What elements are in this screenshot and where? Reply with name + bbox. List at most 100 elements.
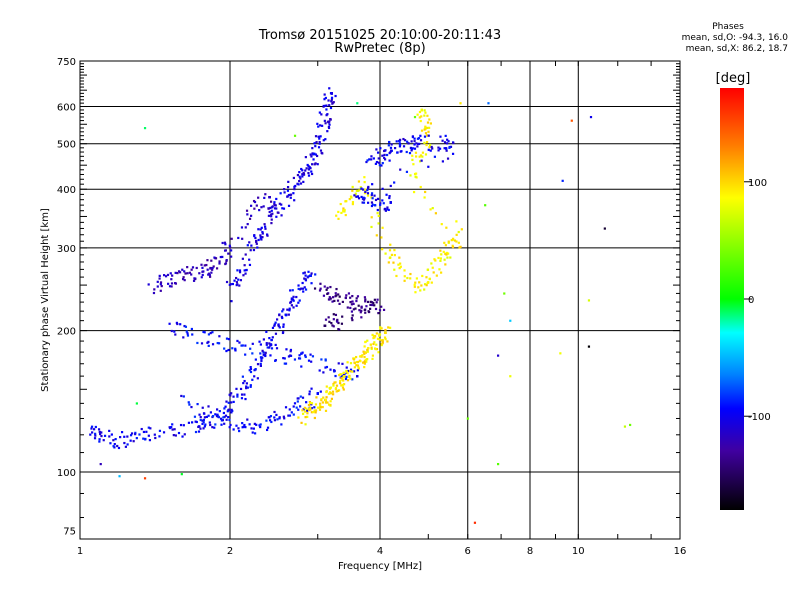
- data-point: [243, 393, 246, 396]
- data-point: [271, 212, 274, 215]
- data-point: [265, 343, 268, 346]
- data-point: [328, 123, 331, 126]
- data-point: [332, 313, 335, 316]
- data-point: [314, 409, 318, 412]
- data-point: [185, 330, 188, 333]
- data-point: [371, 183, 374, 186]
- data-point: [183, 433, 186, 436]
- data-point: [328, 386, 331, 390]
- data-point: [366, 192, 370, 195]
- data-point: [253, 375, 256, 378]
- data-point: [410, 140, 413, 143]
- data-point: [351, 185, 354, 189]
- data-point: [332, 101, 335, 104]
- data-point: [329, 400, 332, 403]
- data-point: [319, 406, 323, 409]
- data-point: [313, 287, 317, 290]
- data-point: [331, 296, 335, 299]
- data-point: [344, 296, 347, 300]
- data-point: [455, 220, 458, 223]
- data-point: [208, 421, 211, 424]
- data-point: [369, 300, 372, 303]
- data-point: [402, 137, 405, 141]
- data-point: [357, 197, 361, 200]
- data-point: [305, 401, 308, 404]
- data-point: [388, 249, 392, 252]
- data-point: [434, 212, 437, 215]
- data-point: [425, 284, 428, 287]
- data-point: [251, 342, 254, 345]
- data-point: [327, 99, 330, 102]
- data-point: [235, 276, 238, 280]
- data-point: [172, 434, 175, 437]
- data-point: [223, 241, 227, 244]
- data-point: [223, 422, 226, 425]
- data-point: [431, 207, 434, 210]
- data-point: [225, 400, 228, 403]
- data-point: [280, 315, 283, 318]
- data-point: [297, 183, 300, 186]
- data-point: [337, 321, 340, 325]
- data-point: [168, 426, 171, 429]
- data-point: [116, 444, 119, 448]
- data-point: [424, 190, 427, 194]
- data-point: [420, 159, 423, 162]
- data-point: [202, 421, 205, 424]
- data-point: [259, 234, 262, 237]
- data-point: [374, 162, 377, 165]
- data-point: [240, 344, 243, 347]
- data-point: [286, 195, 289, 198]
- data-point: [261, 349, 264, 352]
- data-point: [459, 245, 462, 248]
- data-point: [360, 306, 363, 309]
- data-point: [235, 424, 238, 427]
- data-point: [379, 202, 382, 205]
- data-point: [214, 423, 217, 426]
- data-point: [256, 246, 259, 249]
- data-point: [356, 295, 360, 298]
- data-point: [419, 154, 423, 157]
- data-point: [433, 258, 436, 261]
- data-point: [273, 416, 276, 419]
- data-point: [360, 309, 363, 312]
- data-point: [349, 296, 352, 299]
- data-point: [147, 426, 150, 429]
- data-point: [376, 151, 380, 154]
- data-point: [345, 294, 348, 297]
- data-point: [208, 272, 211, 275]
- data-point: [270, 209, 273, 212]
- y-tick-label: 750: [57, 57, 76, 68]
- data-point: [355, 195, 358, 198]
- data-point: [336, 320, 339, 323]
- data-point: [334, 94, 337, 98]
- colorbar: [720, 88, 744, 510]
- data-point: [351, 201, 355, 204]
- data-point: [430, 281, 433, 284]
- data-point: [425, 276, 428, 279]
- data-point: [213, 256, 216, 259]
- data-point: [375, 332, 378, 335]
- data-point: [234, 349, 237, 352]
- data-point: [158, 429, 162, 432]
- data-point: [302, 408, 305, 411]
- data-point: [421, 155, 424, 158]
- data-point: [335, 287, 338, 291]
- data-point: [244, 253, 247, 256]
- data-point: [219, 417, 223, 420]
- data-point: [283, 357, 286, 360]
- data-point: [273, 324, 276, 327]
- data-point: [446, 138, 449, 141]
- data-point: [269, 206, 272, 210]
- data-point: [119, 436, 122, 439]
- data-point: [418, 281, 421, 284]
- data-point: [386, 208, 389, 211]
- data-point: [356, 195, 360, 198]
- data-point: [389, 243, 392, 246]
- data-point: [91, 431, 94, 434]
- data-point: [254, 368, 257, 371]
- data-point: [244, 397, 247, 401]
- data-point: [230, 392, 233, 395]
- data-point: [349, 370, 352, 373]
- y-tick-label: 600: [57, 103, 76, 114]
- data-point: [267, 207, 270, 210]
